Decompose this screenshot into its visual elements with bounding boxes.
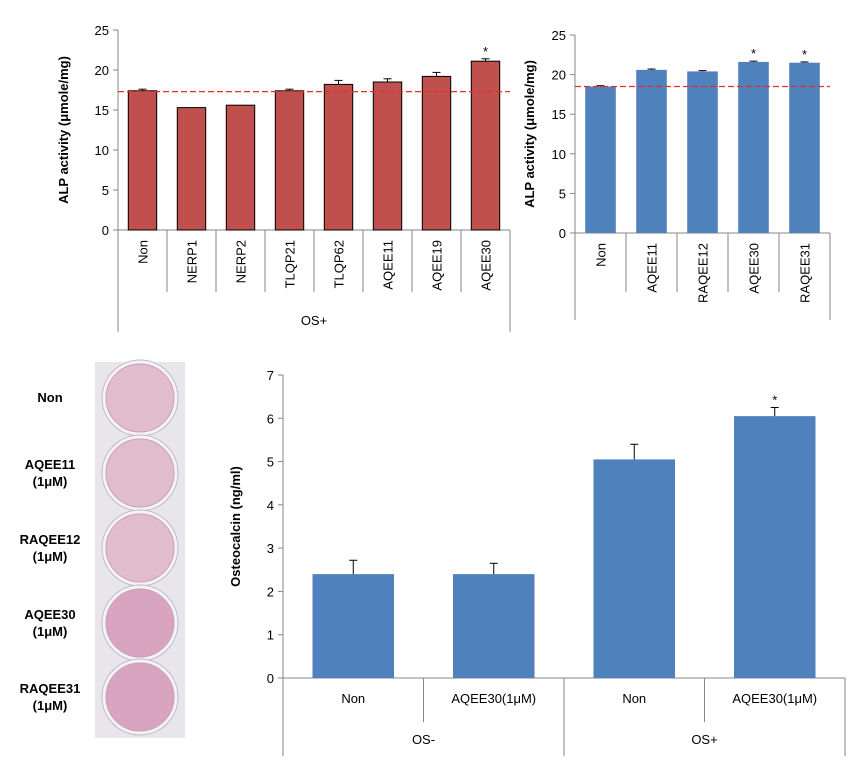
bar [323,83,354,231]
y-tick-label: 5 [267,455,274,470]
y-axis-label: Osteocalcin (ng/ml) [228,466,243,587]
x-tick-label: Non [341,691,365,706]
x-tick-label: AQEE30 [479,240,494,291]
bar [453,574,535,678]
y-tick-label: 0 [559,226,566,241]
group-label: OS+ [691,732,717,747]
bar [127,90,158,231]
x-tick-label: AQEE11 [381,240,396,290]
y-tick-label: 25 [552,28,566,43]
bar [789,62,820,233]
y-tick-label: 0 [267,671,274,686]
well [105,662,175,732]
y-tick-label: 15 [95,103,109,118]
well-label: RAQEE31 (1μM) [20,681,81,713]
bar [734,416,816,678]
y-tick-label: 10 [552,147,566,162]
x-tick-label: AQEE19 [430,240,445,291]
x-tick-label: Non [594,243,609,267]
x-tick-label: AQEE30(1μM) [451,691,536,706]
significance-marker: * [751,46,756,61]
y-tick-label: 5 [559,186,566,201]
bar [176,107,207,231]
significance-marker: * [483,44,488,59]
well-label: AQEE11 (1μM) [25,457,76,489]
y-tick-label: 0 [102,223,109,238]
y-tick-label: 2 [267,584,274,599]
x-tick-label: NERP1 [185,240,200,283]
well [105,363,175,433]
well [105,438,175,508]
x-tick-label: TLQP21 [283,240,298,288]
x-tick-label: AQEE30(1μM) [732,691,817,706]
x-tick-label: Non [136,240,151,264]
well-label: Non [37,390,62,405]
bar [687,71,718,233]
bar [738,61,769,233]
y-tick-label: 5 [102,183,109,198]
well-label: AQEE30 (1μM) [24,607,75,639]
x-tick-label: AQEE11 [645,243,660,293]
x-tick-label: TLQP62 [332,240,347,288]
bar [470,60,501,231]
well [105,588,175,658]
y-tick-label: 7 [267,368,274,383]
y-tick-label: 1 [267,628,274,643]
y-tick-label: 25 [95,23,109,38]
well [105,513,175,583]
x-tick-label: AQEE30 [747,243,762,294]
y-tick-label: 20 [552,68,566,83]
y-tick-label: 4 [267,498,274,513]
x-tick-label: RAQEE31 [798,243,813,303]
bar [421,75,452,231]
y-axis-label: ALP activity (μmole/mg) [522,60,537,208]
y-tick-label: 6 [267,411,274,426]
x-tick-label: RAQEE12 [696,243,711,303]
significance-marker: * [802,47,807,62]
y-tick-label: 20 [95,63,109,78]
bar [312,574,394,678]
bar [274,90,305,231]
bar [585,86,616,233]
y-tick-label: 3 [267,541,274,556]
x-tick-label: NERP2 [234,240,249,283]
well-label: RAQEE12 (1μM) [20,532,81,564]
bar [372,81,403,231]
bar [636,69,667,234]
y-axis-label: ALP activity (μmole/mg) [56,56,71,204]
significance-marker: * [772,392,777,407]
bar [593,459,675,678]
y-tick-label: 15 [552,107,566,122]
bar [225,104,256,231]
y-tick-label: 10 [95,143,109,158]
group-label: OS- [412,732,435,747]
x-tick-label: Non [622,691,646,706]
group-label: OS+ [301,313,327,328]
